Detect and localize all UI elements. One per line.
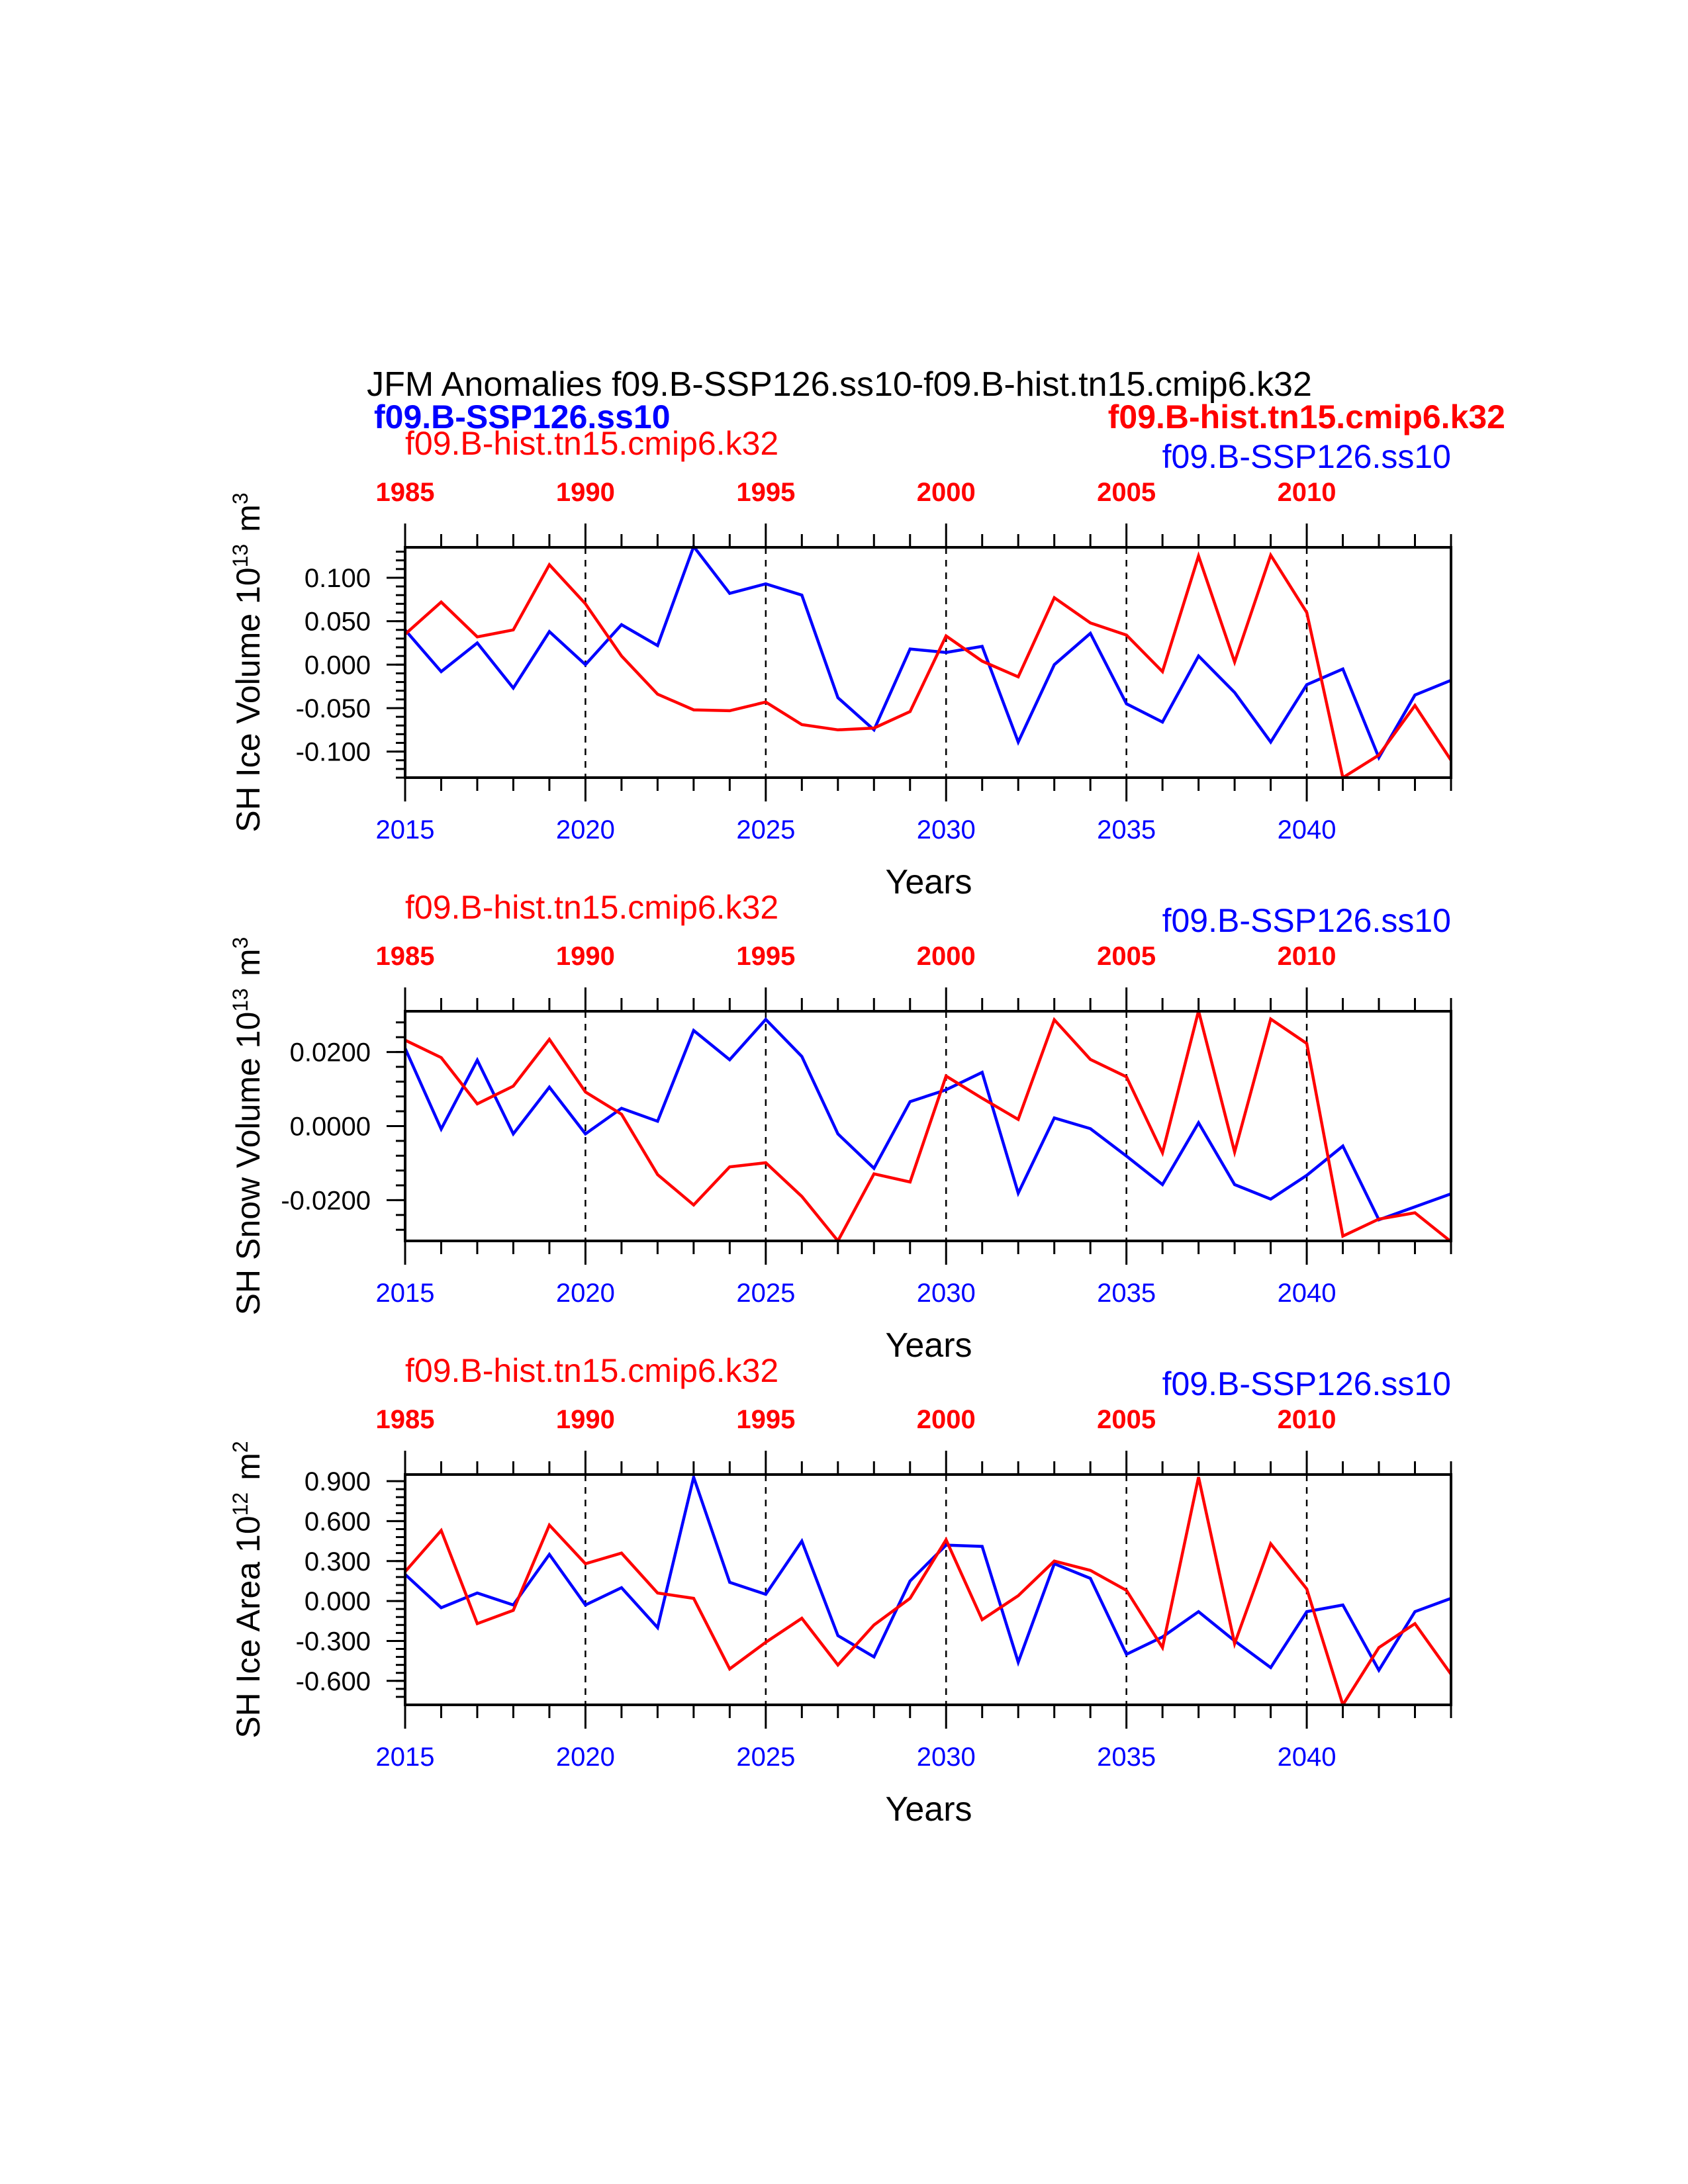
hist-series-label: f09.B-hist.tn15.cmip6.k32 [405, 425, 778, 462]
top-tick-label: 2000 [917, 1405, 976, 1434]
top-tick-label: 1995 [736, 1405, 795, 1434]
series-hist-line [404, 1477, 1452, 1709]
series-hist-line [404, 1010, 1452, 1244]
x-tick-label: 2020 [556, 1743, 615, 1772]
x-tick-label: 2035 [1097, 1743, 1156, 1772]
series-ssp126-line [404, 543, 1452, 761]
top-tick-label: 1990 [556, 942, 615, 971]
top-tick-label: 2000 [917, 942, 976, 971]
series-ssp126-line [403, 1017, 1452, 1222]
hist-series-label: f09.B-hist.tn15.cmip6.k32 [405, 1352, 778, 1389]
top-tick-label: 1985 [376, 1405, 435, 1434]
x-tick-label: 2030 [917, 1279, 976, 1308]
y-tick-label: 0.600 [305, 1507, 371, 1536]
plot-frame [404, 1473, 1452, 1706]
y-axis-label-ylabel-exp: 13 [228, 544, 252, 568]
y-tick-label: 0.300 [305, 1547, 371, 1576]
ssp-series-label: f09.B-SSP126.ss10 [1162, 1365, 1451, 1402]
y-tick-label: 0.000 [305, 651, 371, 680]
y-tick-label: -0.050 [296, 694, 371, 723]
top-tick-label: 1985 [376, 942, 435, 971]
y-tick-label: 0.100 [305, 564, 371, 593]
y-axis-label: SH Ice Volume 1013 m3 [228, 492, 267, 832]
top-tick-label: 1990 [556, 1405, 615, 1434]
chart-panel-2: 2015 2020 2025 2030 2035 2040 1985 1990 1995 2000… [228, 889, 1452, 1365]
y-tick-label: 0.000 [305, 1587, 371, 1616]
top-tick-label: 2010 [1278, 1405, 1336, 1434]
ssp-series-label: f09.B-SSP126.ss10 [1162, 902, 1451, 939]
hist-series-label: f09.B-hist.tn15.cmip6.k32 [405, 889, 778, 926]
chart-panels: 2015 2020 2025 2030 2035 2040 1985 1990 1995 2000… [228, 425, 1452, 1829]
y-tick-label: 0.050 [305, 608, 371, 637]
x-tick-label: 2015 [376, 1279, 435, 1308]
x-axis-title: Years [885, 863, 972, 901]
main-title: JFM Anomalies f09.B-SSP126.ss10-f09.B-hi… [367, 365, 1312, 404]
x-axis-title: Years [885, 1790, 972, 1829]
y-tick-label: 0.0000 [290, 1113, 371, 1142]
y-axis-label-ylabel-unit-exp: 2 [228, 1441, 252, 1453]
legend-hist-label: f09.B-hist.tn15.cmip6.k32 [1108, 398, 1505, 435]
top-tick-label: 1990 [556, 478, 615, 507]
x-tick-label: 2040 [1278, 1743, 1336, 1772]
y-axis-label: SH Snow Volume 1013 m3 [228, 937, 267, 1316]
x-tick-label: 2025 [736, 815, 795, 844]
chart-panel-1: 2015 2020 2025 2030 2035 2040 1985 1990 1995 2000… [228, 425, 1452, 901]
series-ssp126-line [404, 1471, 1452, 1674]
y-tick-label: 0.900 [305, 1467, 371, 1496]
legend-ssp-label: f09.B-SSP126.ss10 [374, 398, 671, 435]
y-tick-label: -0.0200 [281, 1186, 371, 1215]
series-hist-line [404, 551, 1452, 780]
x-tick-label: 2020 [556, 1279, 615, 1308]
x-tick-label: 2040 [1278, 1279, 1336, 1308]
x-tick-label: 2040 [1278, 815, 1336, 844]
y-axis-label-ylabel-unit-exp: 3 [228, 937, 252, 949]
x-tick-label: 2015 [376, 1743, 435, 1772]
x-tick-label: 2035 [1097, 1279, 1156, 1308]
x-tick-label: 2030 [917, 1743, 976, 1772]
y-axis-label-ylabel-exp: 12 [228, 1492, 252, 1516]
x-tick-label: 2035 [1097, 815, 1156, 844]
top-tick-label: 1985 [376, 478, 435, 507]
y-tick-label: -0.300 [296, 1627, 371, 1656]
y-axis-label-ylabel: SH Snow Volume 10 [230, 1012, 267, 1316]
y-axis-label-ylabel-unit: m [230, 1453, 267, 1480]
top-tick-label: 2005 [1097, 942, 1156, 971]
chart-panel-3: 2015 2020 2025 2030 2035 2040 1985 1990 1995 2000… [228, 1352, 1452, 1829]
y-tick-label: 0.0200 [290, 1038, 371, 1068]
x-tick-label: 2030 [917, 815, 976, 844]
y-axis-label-ylabel-unit: m [230, 504, 267, 532]
y-tick-label: -0.100 [296, 738, 371, 767]
y-axis-label-ylabel-exp: 13 [228, 988, 252, 1012]
top-tick-label: 1995 [736, 942, 795, 971]
x-tick-label: 2020 [556, 815, 615, 844]
y-axis-label: SH Ice Area 1012 m2 [228, 1441, 267, 1738]
x-axis-title: Years [885, 1326, 972, 1365]
top-tick-label: 2005 [1097, 478, 1156, 507]
y-axis-label-ylabel: SH Ice Volume 10 [230, 567, 267, 832]
plot-frame [404, 546, 1452, 779]
top-tick-label: 2010 [1278, 478, 1336, 507]
ssp-series-label: f09.B-SSP126.ss10 [1162, 438, 1451, 475]
x-tick-label: 2025 [736, 1279, 795, 1308]
top-tick-label: 2005 [1097, 1405, 1156, 1434]
top-tick-label: 2000 [917, 478, 976, 507]
y-tick-label: -0.600 [296, 1667, 371, 1696]
x-tick-label: 2025 [736, 1743, 795, 1772]
top-tick-label: 1995 [736, 478, 795, 507]
top-tick-label: 2010 [1278, 942, 1336, 971]
y-axis-label-ylabel-unit-exp: 3 [228, 492, 252, 504]
y-axis-label-ylabel-unit: m [230, 948, 267, 976]
y-axis-label-ylabel: SH Ice Area 10 [230, 1516, 267, 1738]
x-tick-label: 2015 [376, 815, 435, 844]
